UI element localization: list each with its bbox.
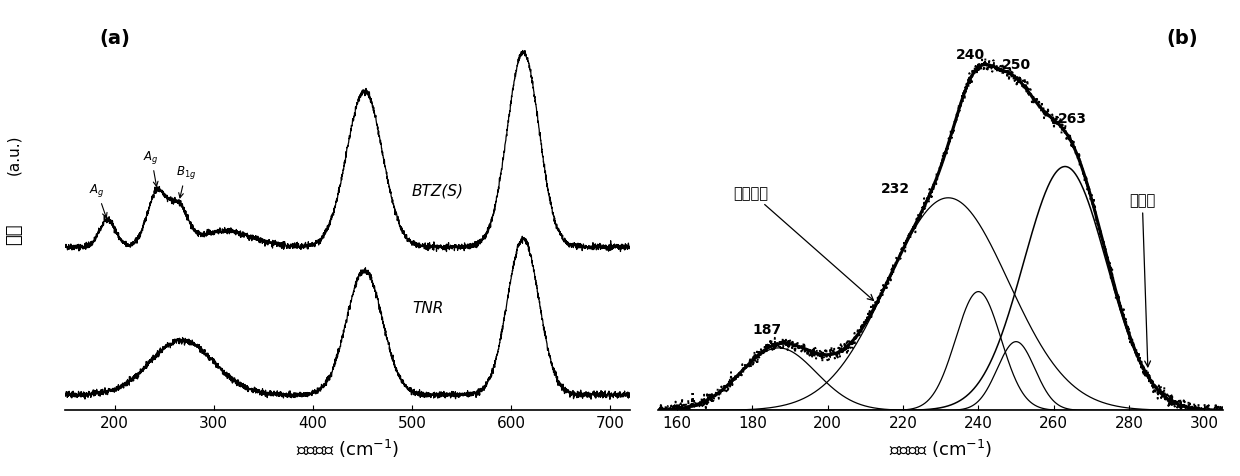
- Text: 240: 240: [956, 48, 986, 61]
- Text: 250: 250: [1002, 58, 1030, 72]
- Text: 全谱拟合: 全谱拟合: [733, 186, 873, 301]
- Text: (b): (b): [1167, 29, 1198, 48]
- Text: 263: 263: [1058, 112, 1087, 126]
- Text: $B_{1g}$: $B_{1g}$: [176, 164, 196, 198]
- Text: $A_g$: $A_g$: [89, 182, 107, 218]
- Text: TNR: TNR: [412, 301, 444, 316]
- Text: 测量值: 测量值: [1130, 193, 1156, 367]
- Text: (a.u.): (a.u.): [6, 134, 21, 175]
- Text: BTZ(S): BTZ(S): [412, 183, 464, 198]
- Text: (a): (a): [99, 29, 130, 48]
- Text: 强度: 强度: [5, 223, 24, 244]
- Text: 187: 187: [753, 322, 782, 336]
- Text: $A_g$: $A_g$: [144, 149, 159, 187]
- X-axis label: 拉曼位移 (cm$^{-1}$): 拉曼位移 (cm$^{-1}$): [889, 437, 992, 459]
- X-axis label: 拉曼位移 (cm$^{-1}$): 拉曼位移 (cm$^{-1}$): [296, 437, 399, 459]
- Text: 232: 232: [880, 182, 910, 196]
